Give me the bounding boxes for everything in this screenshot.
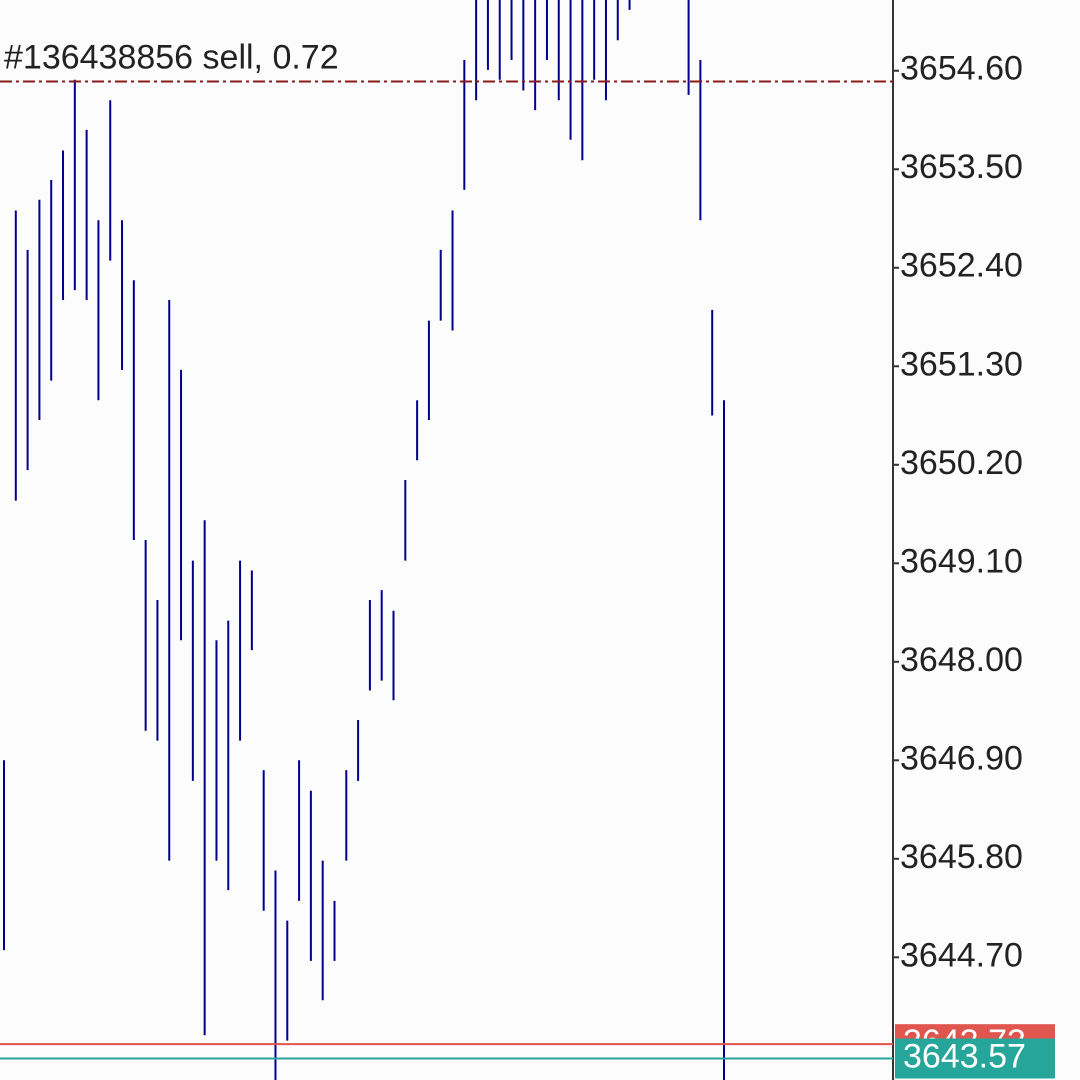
y-tick-label: 3654.60 bbox=[900, 50, 1023, 88]
y-tick-label: 3650.20 bbox=[900, 444, 1023, 482]
y-tick-label: 3651.30 bbox=[900, 345, 1023, 383]
y-tick-label: 3644.70 bbox=[900, 936, 1023, 974]
y-tick-label: 3649.10 bbox=[900, 542, 1023, 580]
y-tick-label: 3648.00 bbox=[900, 641, 1023, 679]
bid-label: 3643.57 bbox=[903, 1037, 1026, 1075]
y-tick-label: 3653.50 bbox=[900, 148, 1023, 186]
order-label: #136438856 sell, 0.72 bbox=[4, 38, 339, 76]
y-tick-label: 3646.90 bbox=[900, 739, 1023, 777]
bid-box bbox=[895, 1038, 1055, 1079]
y-tick-label: 3645.80 bbox=[900, 838, 1023, 876]
y-tick-label: 3652.40 bbox=[900, 247, 1023, 285]
